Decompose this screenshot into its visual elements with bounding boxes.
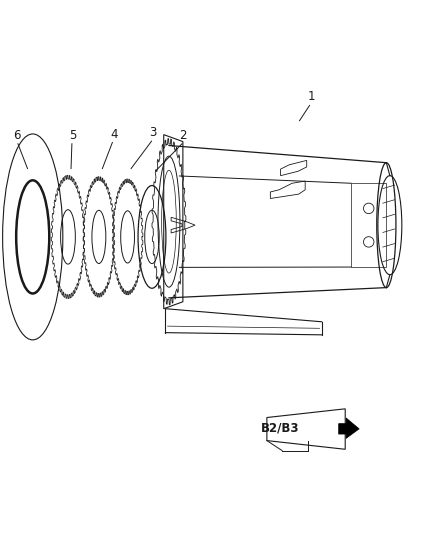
Text: 2: 2: [180, 129, 187, 142]
Text: 4: 4: [110, 128, 117, 141]
Text: 6: 6: [13, 129, 21, 142]
Text: 5: 5: [70, 129, 77, 142]
Text: 1: 1: [307, 90, 315, 103]
Text: B2/B3: B2/B3: [261, 422, 300, 435]
Polygon shape: [339, 418, 359, 439]
Text: 3: 3: [149, 126, 156, 140]
